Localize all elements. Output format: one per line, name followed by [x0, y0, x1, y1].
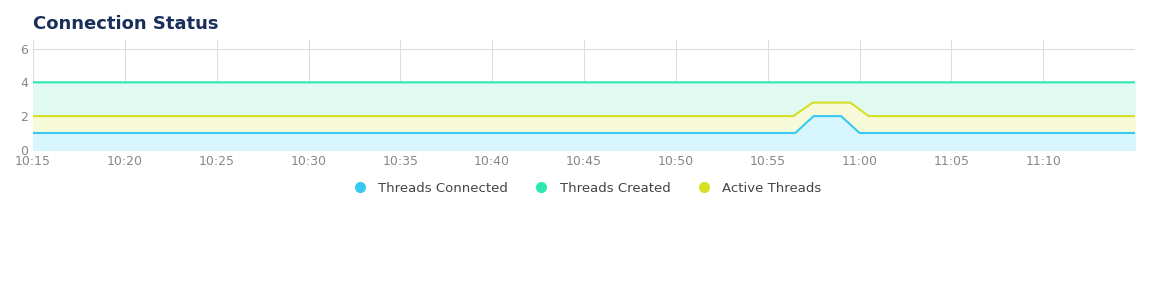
Legend: Threads Connected, Threads Created, Active Threads: Threads Connected, Threads Created, Acti… [342, 177, 827, 200]
Text: Connection Status: Connection Status [33, 15, 218, 33]
